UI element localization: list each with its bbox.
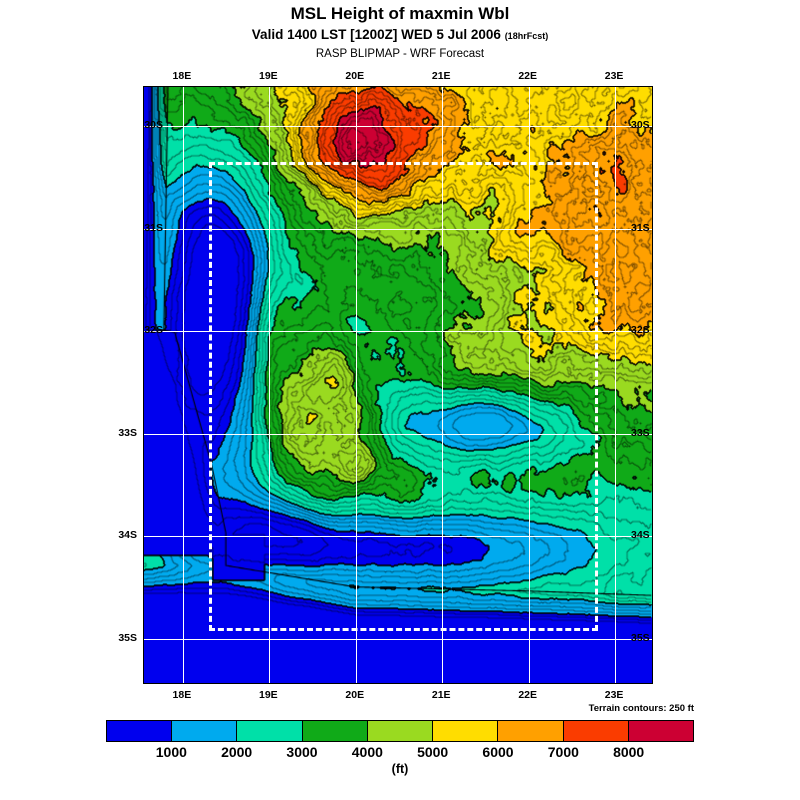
colorbar-tick-5000: 5000 [417,744,449,760]
colorbar-tick-7000: 7000 [547,744,579,760]
axis-label-right-32S: 32S [631,324,650,337]
title-block: MSL Height of maxmin Wbl Valid 1400 LST … [0,4,800,62]
axis-label-bottom-22E: 22E [518,689,537,701]
colorbar-swatch-7[interactable] [563,721,629,741]
terrain-contour-note: Terrain contours: 250 ft [588,703,694,714]
axis-label-top-21E: 21E [431,70,451,82]
colorbar-container: 1000 2000 3000 4000 5000 6000 7000 8000 [106,720,694,760]
colorbar-swatch-6[interactable] [498,721,564,741]
axis-label-left-34S: 34S [118,529,137,542]
colorbar-units-label: (ft) [391,762,409,776]
axis-label-left-30S: 30S [144,118,163,131]
axis-label-right-31S: 31S [631,221,650,234]
axis-label-top-23E: 23E [604,70,624,82]
colorbar-swatch-2[interactable] [237,721,303,741]
axis-label-bottom-23E: 23E [604,689,624,701]
axis-label-top-19E: 19E [258,70,278,82]
forecast-map[interactable] [143,86,653,684]
map-contour-canvas [144,87,652,683]
axis-label-left-33S: 33S [118,426,137,439]
axis-label-left-32S: 32S [144,324,163,337]
colorbar[interactable] [106,720,694,742]
axis-label-bottom-21E: 21E [431,689,451,701]
colorbar-swatch-5[interactable] [433,721,499,741]
colorbar-swatch-3[interactable] [302,721,368,741]
page-title: MSL Height of maxmin Wbl [290,4,510,23]
valid-time-text: Valid 1400 LST [1200Z] WED 5 Jul 2006 [251,27,501,42]
colorbar-swatch-0[interactable] [107,721,173,741]
colorbar-tick-3000: 3000 [286,744,318,760]
colorbar-tick-2000: 2000 [221,744,253,760]
colorbar-tick-6000: 6000 [482,744,514,760]
model-source-line: RASP BLIPMAP - WRF Forecast [315,48,485,60]
axis-label-bottom-18E: 18E [172,689,192,701]
colorbar-swatch-1[interactable] [172,721,238,741]
axis-label-right-30S: 30S [631,118,650,131]
colorbar-tick-8000: 8000 [613,744,645,760]
valid-time-subtitle: Valid 1400 LST [1200Z] WED 5 Jul 2006 (1… [0,26,800,45]
axis-label-top-18E: 18E [172,70,192,82]
axis-label-top-22E: 22E [518,70,537,82]
colorbar-swatch-4[interactable] [367,721,434,741]
colorbar-tick-4000: 4000 [351,744,383,760]
axis-label-right-33S: 33S [631,426,650,439]
axis-label-left-35S: 35S [118,631,137,644]
colorbar-swatch-8[interactable] [628,721,693,741]
axis-label-bottom-19E: 19E [258,689,278,701]
axis-label-left-31S: 31S [144,221,163,234]
axis-label-right-35S: 35S [631,631,650,644]
axis-label-bottom-20E: 20E [345,689,365,701]
axis-label-right-34S: 34S [631,529,650,542]
forecast-hour-tag: (18hrFcst) [504,31,549,41]
colorbar-tick-1000: 1000 [155,744,187,760]
axis-label-top-20E: 20E [345,70,365,82]
